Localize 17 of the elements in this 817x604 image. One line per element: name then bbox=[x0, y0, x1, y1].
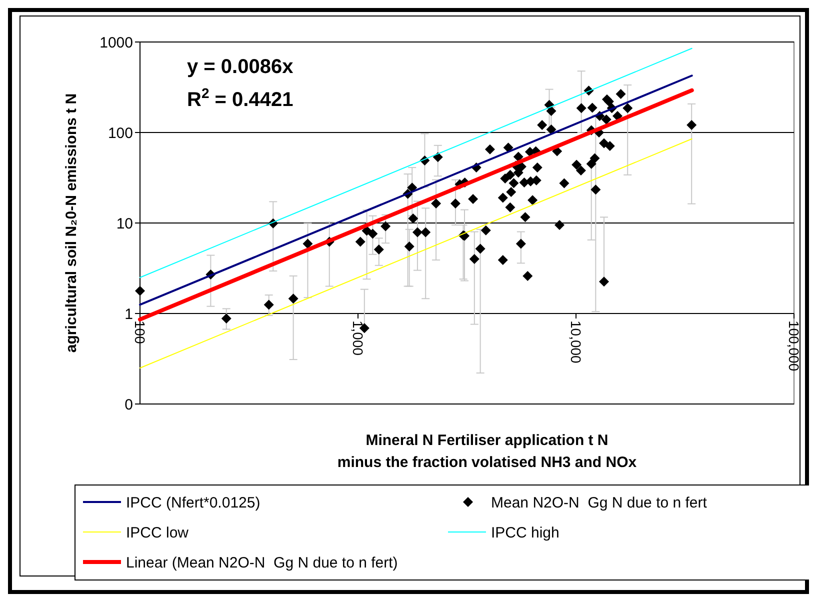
y-tick-label: 0 bbox=[124, 396, 133, 414]
legend-label: IPCC (Nfert*0.0125) bbox=[126, 494, 260, 512]
annotation: y = 0.0086x bbox=[187, 56, 294, 78]
y-axis-title: agricultural soil N₂0-N emissions t N bbox=[63, 93, 80, 353]
x-tick-label: 1,000 bbox=[350, 320, 366, 356]
legend-label: Linear (Mean N2O-N Gg N due to n fert) bbox=[126, 554, 398, 572]
y-tick-label: 100 bbox=[108, 124, 133, 142]
x-tick-label: 10,000 bbox=[568, 320, 584, 364]
legend-label: IPCC low bbox=[126, 524, 189, 542]
annotation: R$^{2}$ = 0.4421 bbox=[187, 85, 294, 111]
y-tick-label: 10 bbox=[116, 215, 133, 232]
y-tick-label: 1 bbox=[124, 306, 133, 323]
y-tick-label: 1000 bbox=[100, 34, 133, 52]
x-tick-label: 100,000 bbox=[786, 320, 802, 372]
legend-label: IPCC high bbox=[491, 524, 560, 542]
x-axis-title: Mineral N Fertiliser application t N minus the fraction volatised NH3 and NOx bbox=[337, 432, 638, 471]
legend-label: Mean N2O-N Gg N due to n fert bbox=[491, 494, 708, 512]
